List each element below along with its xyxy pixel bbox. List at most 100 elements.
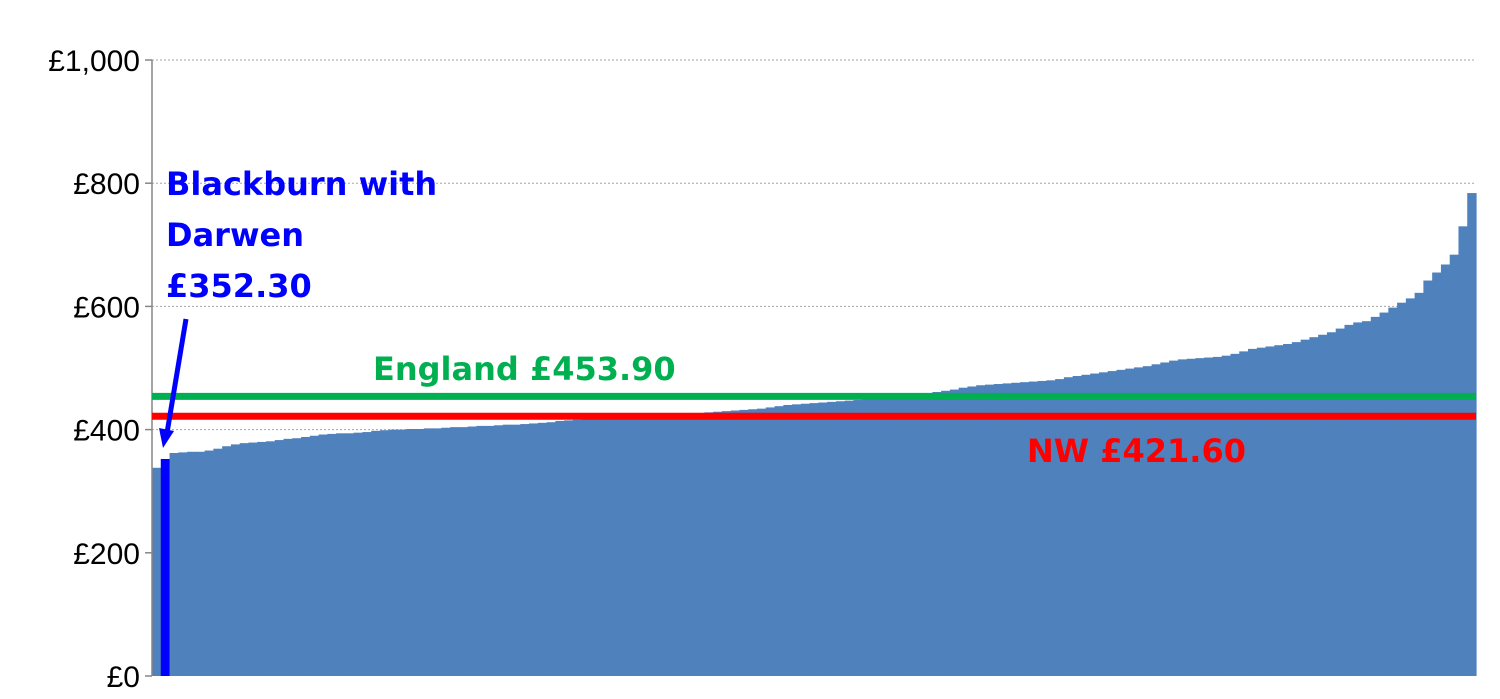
- bar: [266, 441, 275, 676]
- bar: [1178, 359, 1187, 676]
- bar: [1441, 265, 1450, 676]
- bar: [739, 410, 748, 676]
- y-tick-label: £600: [73, 291, 140, 324]
- annotation-arrow-head: [159, 428, 174, 448]
- bar: [398, 430, 407, 676]
- bar: [985, 385, 994, 676]
- bar: [1415, 293, 1424, 676]
- bar: [468, 427, 477, 676]
- y-tick-label: £200: [73, 538, 140, 571]
- bar: [573, 420, 582, 676]
- bar: [915, 394, 924, 676]
- bar: [327, 434, 336, 676]
- bar: [529, 423, 538, 676]
- bar: [1046, 380, 1055, 676]
- bar: [669, 414, 678, 676]
- bar-highlighted: [161, 459, 170, 676]
- bar: [319, 435, 328, 676]
- bar: [1038, 381, 1047, 676]
- bar: [415, 429, 424, 676]
- bar: [476, 426, 485, 676]
- bar: [371, 431, 380, 676]
- bar: [617, 417, 626, 676]
- bar: [152, 468, 161, 676]
- bar: [1230, 354, 1239, 676]
- bar: [1336, 329, 1345, 676]
- bar: [976, 385, 985, 676]
- bar: [1450, 255, 1459, 676]
- bar: [240, 443, 249, 676]
- y-tick-label: £800: [73, 168, 140, 201]
- bar: [599, 418, 608, 676]
- bar: [1020, 382, 1029, 676]
- bar: [1187, 359, 1196, 676]
- bar: [538, 423, 547, 676]
- bar: [389, 430, 398, 676]
- bar: [485, 426, 494, 676]
- bar: [608, 417, 617, 676]
- bar: [564, 420, 573, 676]
- bar: [1362, 321, 1371, 676]
- bar: [231, 444, 240, 676]
- bar: [1239, 351, 1248, 676]
- bar: [354, 433, 363, 676]
- bar: [433, 428, 442, 676]
- england-average-label: England £453.90: [373, 350, 676, 388]
- bar: [836, 401, 845, 676]
- nw-average-label: NW £421.60: [1027, 432, 1246, 470]
- bar: [950, 390, 959, 676]
- bar: [555, 421, 564, 676]
- bar: [520, 424, 529, 676]
- bar: [1160, 362, 1169, 676]
- bar: [634, 416, 643, 676]
- bar: [897, 397, 906, 676]
- bar: [748, 409, 757, 676]
- bar: [1327, 332, 1336, 676]
- bar: [406, 429, 415, 676]
- bar: [792, 404, 801, 676]
- bar: [994, 384, 1003, 676]
- bar: [1064, 377, 1073, 676]
- bar: [862, 399, 871, 676]
- bar: [959, 388, 968, 676]
- bar: [801, 404, 810, 676]
- bar: [222, 446, 231, 676]
- bar: [1423, 281, 1432, 676]
- bar: [827, 402, 836, 676]
- bar: [494, 425, 503, 676]
- bar: [1213, 357, 1222, 676]
- bar: [196, 452, 205, 676]
- bar: [766, 407, 775, 676]
- bar: [292, 438, 301, 676]
- bar: [722, 411, 731, 676]
- annotation-value: £352.30: [166, 267, 312, 305]
- bar: [441, 428, 450, 676]
- bar: [853, 400, 862, 676]
- bar: [625, 417, 634, 676]
- bar: [880, 398, 889, 676]
- bar: [205, 451, 214, 676]
- bar: [1003, 383, 1012, 676]
- bar: [1195, 358, 1204, 676]
- bar: [941, 391, 950, 676]
- bar: [713, 412, 722, 676]
- bar: [1371, 317, 1380, 676]
- bar: [380, 430, 389, 676]
- bar: [906, 396, 915, 676]
- bar: [512, 425, 521, 676]
- bar: [1309, 337, 1318, 676]
- bar: [178, 452, 187, 676]
- annotation-line-1: Blackburn with: [166, 165, 437, 203]
- bar: [248, 443, 257, 676]
- bar: [810, 403, 819, 676]
- bar: [652, 415, 661, 676]
- bar: [284, 439, 293, 676]
- bar: [310, 436, 319, 676]
- bar: [1397, 303, 1406, 676]
- bar: [345, 433, 354, 676]
- bar: [704, 412, 713, 676]
- bar: [924, 393, 933, 676]
- bar: [336, 433, 345, 676]
- y-tick-label: £1,000: [48, 45, 140, 78]
